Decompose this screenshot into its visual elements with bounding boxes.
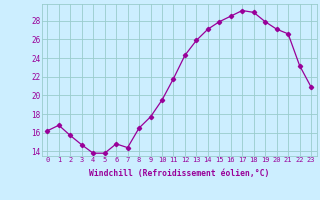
X-axis label: Windchill (Refroidissement éolien,°C): Windchill (Refroidissement éolien,°C) — [89, 169, 269, 178]
